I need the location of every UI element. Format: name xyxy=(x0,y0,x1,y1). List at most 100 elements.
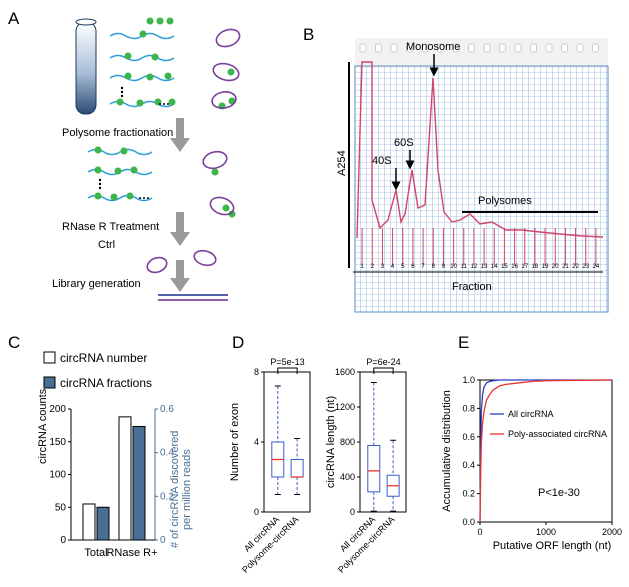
c-y-tick-label: 150 xyxy=(49,437,66,448)
step-polysome-fractionation: Polysome fractionation xyxy=(62,127,173,139)
annotation-polysomes: Polysomes xyxy=(478,195,532,207)
fraction-label: 21 xyxy=(562,264,569,270)
absorbance-trace xyxy=(356,61,604,239)
c-y-tick-label: 50 xyxy=(55,502,67,513)
legend-label-fractions: circRNA fractions xyxy=(60,376,152,390)
panel-label-c: C xyxy=(8,333,20,352)
fraction-label: 24 xyxy=(593,264,600,270)
d-y-tick-label: 8 xyxy=(254,367,259,377)
paper-strip xyxy=(355,38,608,68)
fraction-label: 2 xyxy=(371,264,375,270)
panel-label-b: B xyxy=(303,25,314,44)
e-y-tick-label: 0.4 xyxy=(462,460,475,470)
panel-b: B A254 1 2 3 4 5 6 7 8 9 10 11 12 13 14 15 16 17 18 19 20 21… xyxy=(303,25,609,313)
punch-hole xyxy=(514,43,522,53)
ribosome-dots xyxy=(94,17,236,218)
e-y-tick-label: 0.6 xyxy=(462,432,475,442)
tube-icon xyxy=(75,18,97,115)
fraction-label: 19 xyxy=(542,264,549,270)
fraction-label: 15 xyxy=(501,264,508,270)
panel-a: A xyxy=(8,9,241,301)
fraction-label: 5 xyxy=(401,264,405,270)
punch-hole xyxy=(421,43,429,53)
process-arrows xyxy=(170,118,190,292)
annotation-monosome: Monosome xyxy=(406,41,460,53)
c-y2-tick-label: 0.4 xyxy=(160,448,174,459)
circrna-shapes xyxy=(146,28,241,274)
fraction-label: 17 xyxy=(521,264,528,270)
punch-hole xyxy=(390,43,398,53)
c-category-label: Total xyxy=(84,547,107,559)
fraction-label: 6 xyxy=(411,264,415,270)
fraction-label: 18 xyxy=(532,264,539,270)
e-y-axis-label: Accumulative distribution xyxy=(441,390,453,512)
punch-hole xyxy=(452,43,460,53)
punch-hole xyxy=(530,43,537,53)
e-x-tick-label: 1000 xyxy=(536,527,556,537)
e-plot-frame xyxy=(479,379,613,523)
fraction-labels: 1 2 3 4 5 6 7 8 9 10 11 12 13 14 15 16 17 18 19 20 21 22 23 24 xyxy=(360,264,599,270)
c-bar-number xyxy=(82,503,96,541)
d-y-tick-label: 1600 xyxy=(335,367,355,377)
c-bar-fractions xyxy=(96,506,110,541)
c-y-axis-label: circRNA counts xyxy=(37,388,49,464)
fraction-label: 23 xyxy=(582,264,589,270)
d-y-tick-label: 400 xyxy=(340,472,355,482)
panel-label-d: D xyxy=(232,333,244,352)
e-series-line xyxy=(479,379,613,523)
e-y-tick-label: 0.0 xyxy=(462,517,475,527)
fraction-label: 13 xyxy=(481,264,488,270)
punch-hole xyxy=(592,43,599,53)
d-pvalue-bracket xyxy=(373,367,394,374)
e-y-tick-label: 1.0 xyxy=(462,375,475,385)
e-legend-label: All circRNA xyxy=(508,409,554,419)
punch-hole xyxy=(561,43,568,53)
chart-grid xyxy=(355,66,608,312)
c-y2-axis-label-1: # of circRNA discovered xyxy=(169,431,181,548)
c-y-tick-label: 0 xyxy=(60,535,66,546)
punch-holes xyxy=(359,43,599,53)
d-pvalue-label: P=5e-13 xyxy=(270,357,304,367)
panel-label-e: E xyxy=(458,333,469,352)
fraction-label: 14 xyxy=(491,264,498,270)
e-x-tick-label: 2000 xyxy=(602,527,622,537)
punch-hole xyxy=(576,43,584,53)
legend-swatch-number xyxy=(43,351,56,364)
e-pvalue-annotation: P<1e-30 xyxy=(538,487,580,499)
c-y2-axis-label-2: per million reads xyxy=(181,449,193,530)
d-y-tick-label: 1200 xyxy=(335,402,355,412)
c-category-label: RNase R+ xyxy=(106,547,157,559)
d-plot-frame xyxy=(263,371,311,513)
c-bar-number xyxy=(118,416,132,541)
legend-swatch-fractions xyxy=(43,376,56,389)
punch-hole xyxy=(359,43,367,53)
panel-e: E 0.0 0.2 0.4 0.6 0.8 1.0 0 1000 2000 Putative OR… xyxy=(441,333,622,552)
punch-hole xyxy=(437,43,444,53)
fraction-ticks xyxy=(361,228,597,266)
e-legend-label: Poly-associated circRNA xyxy=(508,429,607,439)
x-axis-label: Fraction xyxy=(452,281,492,293)
d-y-tick-label: 0 xyxy=(254,507,259,517)
fraction-label: 12 xyxy=(471,264,478,270)
c-y-tick-label: 100 xyxy=(49,470,66,481)
fraction-label: 9 xyxy=(442,264,446,270)
c-y2-tick-label: 0.2 xyxy=(160,491,174,502)
d-box xyxy=(367,445,381,493)
punch-hole xyxy=(545,43,553,53)
fraction-label: 4 xyxy=(391,264,395,270)
fraction-label: 16 xyxy=(511,264,518,270)
c-bar-fractions xyxy=(132,425,146,541)
d-y-tick-label: 0 xyxy=(350,507,355,517)
punch-hole xyxy=(406,43,413,53)
fraction-label: 22 xyxy=(572,264,579,270)
e-y-tick-label: 0.2 xyxy=(462,489,475,499)
step-rnase-r-treatment: RNase R Treatment xyxy=(62,221,159,233)
step-library-generation: Library generation xyxy=(52,278,141,290)
e-y-tick-label: 0.8 xyxy=(462,403,475,413)
e-x-tick-label: 0 xyxy=(477,527,482,537)
punch-hole xyxy=(499,43,506,53)
panel-label-a: A xyxy=(8,9,20,28)
d-y-tick-label: 800 xyxy=(340,437,355,447)
